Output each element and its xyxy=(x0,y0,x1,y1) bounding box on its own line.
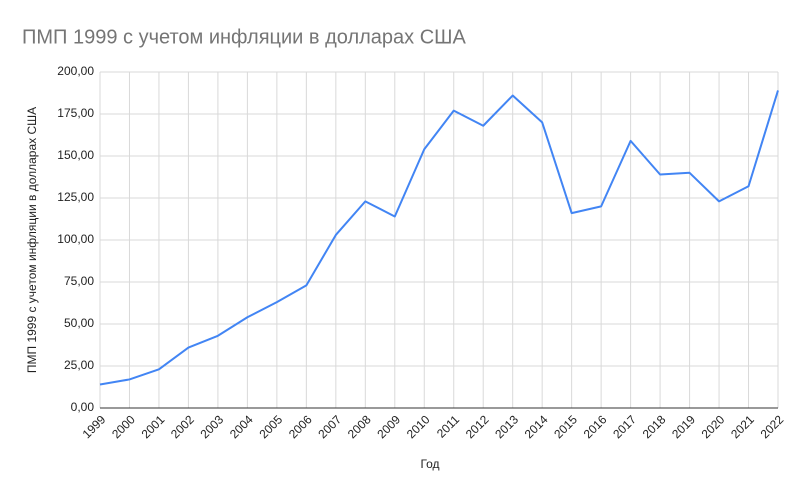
x-tick-label: 2012 xyxy=(463,412,492,441)
x-tick-label: 2020 xyxy=(699,412,728,441)
x-tick-label: 2021 xyxy=(728,412,757,441)
line-series xyxy=(99,90,779,386)
y-tick-label: 200,00 xyxy=(57,64,94,78)
x-tick-label: 2019 xyxy=(669,412,698,441)
x-tick-label: 2022 xyxy=(758,412,787,441)
x-tick-label: 2015 xyxy=(551,412,580,441)
y-tick-label: 50,00 xyxy=(64,316,94,330)
x-tick-label: 2008 xyxy=(345,412,374,441)
x-tick-label: 2002 xyxy=(168,412,197,441)
x-tick-label: 2017 xyxy=(610,412,639,441)
x-tick-label: 2011 xyxy=(434,412,462,440)
x-tick-label: 1999 xyxy=(80,412,109,441)
y-tick-label: 125,00 xyxy=(57,190,94,204)
x-tick-label: 2016 xyxy=(581,412,610,441)
x-axis-label: Год xyxy=(420,457,439,471)
x-tick-label: 2001 xyxy=(139,412,168,441)
y-tick-label: 100,00 xyxy=(57,232,94,246)
x-tick-label: 2004 xyxy=(227,412,256,441)
x-tick-label: 2018 xyxy=(640,412,669,441)
x-tick-label: 2006 xyxy=(286,412,315,441)
x-tick-label: 2005 xyxy=(256,412,285,441)
y-tick-label: 175,00 xyxy=(57,106,94,120)
x-tick-label: 2014 xyxy=(522,412,551,441)
y-tick-label: 0,00 xyxy=(71,400,95,414)
x-tick-label: 2013 xyxy=(492,412,521,441)
x-tick-label: 2000 xyxy=(109,412,138,441)
x-tick-label: 2009 xyxy=(374,412,403,441)
x-tick-label: 2003 xyxy=(197,412,226,441)
y-tick-label: 150,00 xyxy=(57,148,94,162)
chart-title: ПМП 1999 с учетом инфляции в долларах СШ… xyxy=(22,26,466,48)
y-tick-label: 25,00 xyxy=(64,358,94,372)
x-tick-label: 2007 xyxy=(315,412,344,441)
y-tick-label: 75,00 xyxy=(64,274,94,288)
x-tick-label: 2010 xyxy=(404,412,433,441)
y-axis-label: ПМП 1999 с учетом инфляции в долларах СШ… xyxy=(25,107,39,373)
